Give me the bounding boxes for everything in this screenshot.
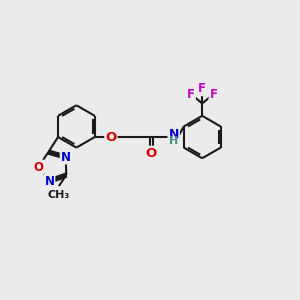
- Text: F: F: [209, 88, 217, 100]
- Text: N: N: [44, 175, 54, 188]
- Text: F: F: [187, 88, 195, 100]
- Text: O: O: [33, 160, 43, 173]
- Text: O: O: [146, 147, 157, 160]
- Text: F: F: [198, 82, 206, 95]
- Text: CH₃: CH₃: [48, 190, 70, 200]
- Text: O: O: [105, 130, 117, 143]
- Text: H: H: [169, 136, 178, 146]
- Text: N: N: [169, 128, 179, 141]
- Text: N: N: [61, 151, 71, 164]
